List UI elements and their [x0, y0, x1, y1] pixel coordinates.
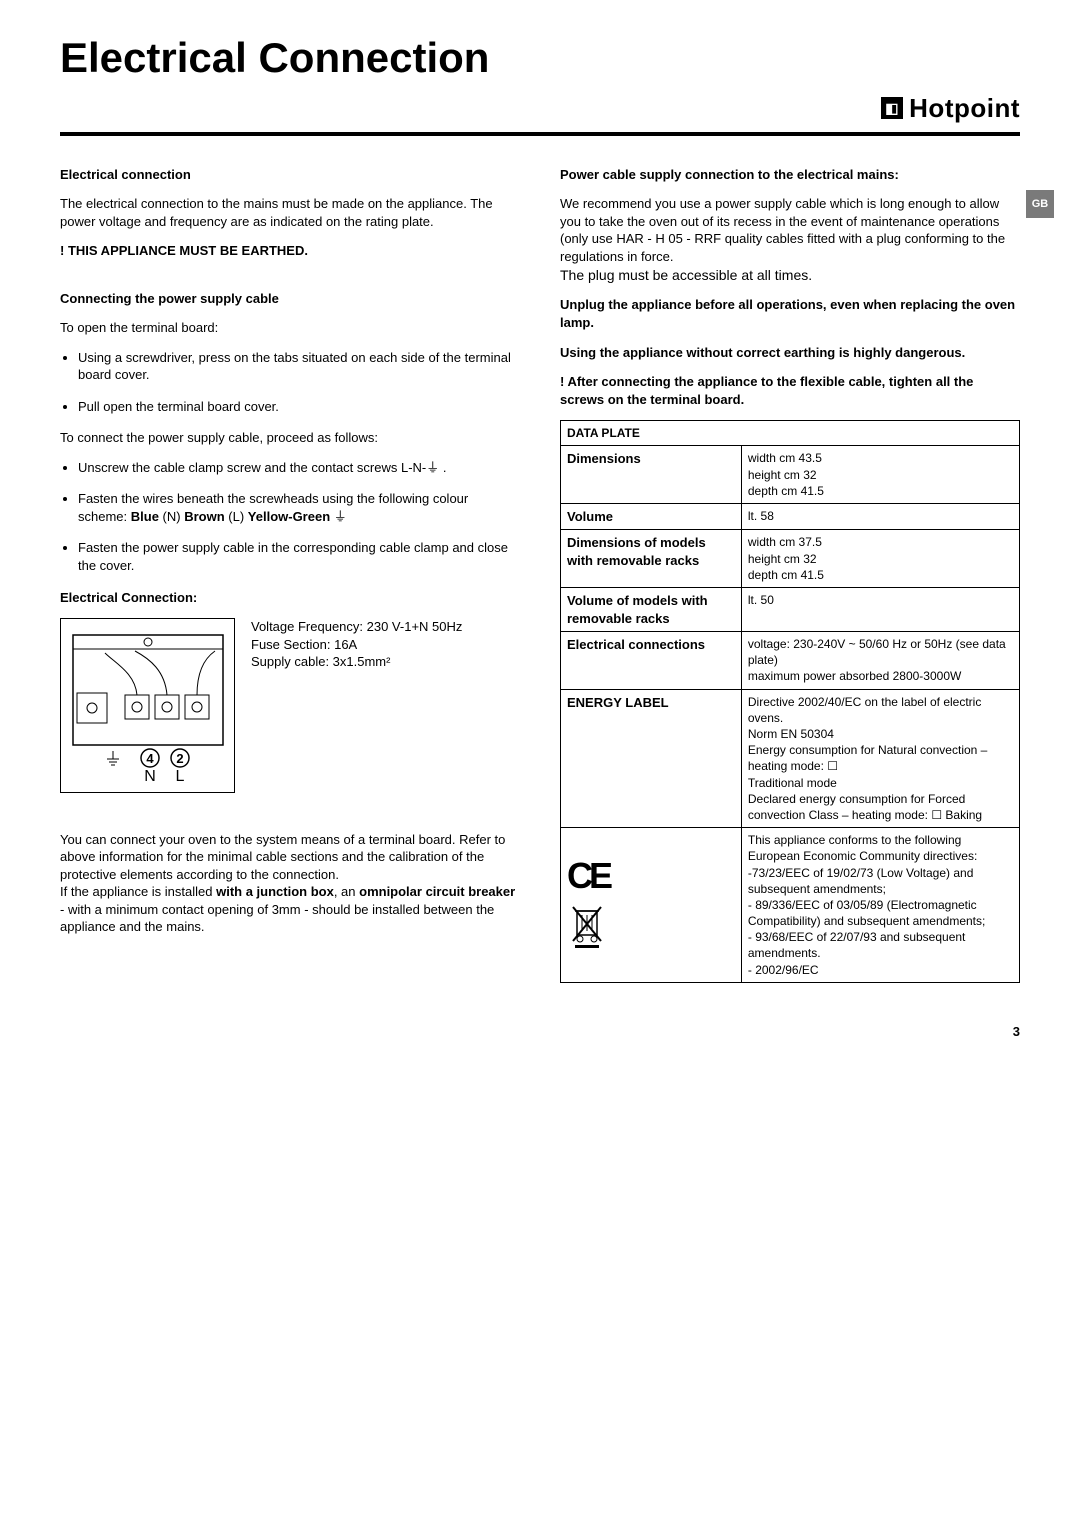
weee-bin-icon — [567, 901, 735, 958]
header-rule — [60, 132, 1020, 136]
bullet-list: Unscrew the cable clamp screw and the co… — [60, 459, 520, 575]
cell-label: ENERGY LABEL — [561, 689, 742, 828]
warning-earthed: ! THIS APPLIANCE MUST BE EARTHED. — [60, 242, 520, 260]
terminal-diagram-svg: 4 2 N L — [65, 623, 230, 788]
language-tab: GB — [1026, 190, 1054, 218]
brand-icon: ◧ — [881, 97, 903, 119]
table-row: Volume of models with removable racks lt… — [561, 588, 1020, 632]
cell-value: lt. 58 — [741, 503, 1019, 530]
section-heading-power-cable: Connecting the power supply cable — [60, 290, 520, 308]
text-bold: Brown — [184, 509, 224, 524]
spec-line: Voltage Frequency: 230 V-1+N 50Hz — [251, 618, 462, 636]
list-item: Using a screwdriver, press on the tabs s… — [78, 349, 520, 384]
diagram-label-l: L — [176, 768, 185, 785]
cell-label: Volume of models with removable racks — [561, 588, 742, 632]
warning-earthing: Using the appliance without correct eart… — [560, 344, 1020, 362]
diagram-label-two: 2 — [176, 751, 183, 766]
earth-icon: ⏚ — [334, 509, 347, 524]
list-item: Unscrew the cable clamp screw and the co… — [78, 459, 520, 477]
paragraph: You can connect your oven to the system … — [60, 813, 520, 936]
text: The plug must be accessible at all times… — [560, 267, 812, 283]
data-plate-table: DATA PLATE Dimensions width cm 43.5 heig… — [560, 420, 1020, 983]
diagram-label-n: N — [144, 768, 156, 785]
table-row: Dimensions of models with removable rack… — [561, 530, 1020, 588]
page-title: Electrical Connection — [60, 30, 1020, 87]
text-bold: Yellow-Green — [248, 509, 334, 524]
text: We recommend you use a power supply cabl… — [560, 196, 1005, 264]
text-bold: Blue — [131, 509, 159, 524]
section-heading-mains: Power cable supply connection to the ele… — [560, 166, 1020, 184]
table-row: Volume lt. 58 — [561, 503, 1020, 530]
diagram-label-four: 4 — [146, 751, 154, 766]
warning-unplug: Unplug the appliance before all operatio… — [560, 296, 1020, 331]
text: (L) — [225, 509, 248, 524]
paragraph: We recommend you use a power supply cabl… — [560, 195, 1020, 284]
cell-value: width cm 43.5 height cm 32 depth cm 41.5 — [741, 446, 1019, 504]
ce-mark-icon: CE — [567, 852, 735, 901]
cell-value: This appliance conforms to the following… — [741, 828, 1019, 983]
left-column: Electrical connection The electrical con… — [60, 166, 520, 983]
text: Unscrew the cable clamp screw and the co… — [78, 460, 426, 475]
bullet-list: Using a screwdriver, press on the tabs s… — [60, 349, 520, 416]
table-header: DATA PLATE — [561, 421, 1020, 446]
table-row: ENERGY LABEL Directive 2002/40/EC on the… — [561, 689, 1020, 828]
section-heading-electrical-connection-2: Electrical Connection: — [60, 589, 520, 607]
brand-logo: ◧ Hotpoint — [881, 91, 1020, 126]
paragraph: To open the terminal board: — [60, 319, 520, 337]
brand-row: ◧ Hotpoint — [60, 91, 1020, 126]
cell-value: width cm 37.5 height cm 32 depth cm 41.5 — [741, 530, 1019, 588]
cell-value: Directive 2002/40/EC on the label of ele… — [741, 689, 1019, 828]
text-bold: with a junction box — [216, 884, 334, 899]
cell-label: Volume — [561, 503, 742, 530]
table-header-row: DATA PLATE — [561, 421, 1020, 446]
text: . — [439, 460, 446, 475]
cell-label: Electrical connections — [561, 632, 742, 690]
page-number: 3 — [60, 1023, 1020, 1041]
cell-value: lt. 50 — [741, 588, 1019, 632]
list-item: Fasten the power supply cable in the cor… — [78, 539, 520, 574]
right-column: Power cable supply connection to the ele… — [560, 166, 1020, 983]
spec-line: Supply cable: 3x1.5mm² — [251, 653, 462, 671]
spec-line: Fuse Section: 16A — [251, 636, 462, 654]
terminal-diagram: 4 2 N L — [60, 618, 235, 793]
cell-label: Dimensions — [561, 446, 742, 504]
text: , an — [334, 884, 359, 899]
text: - with a minimum contact opening of 3mm … — [60, 902, 494, 935]
warning-tighten: ! After connecting the appliance to the … — [560, 373, 1020, 408]
brand-text: Hotpoint — [909, 91, 1020, 126]
table-row: CE — [561, 828, 1020, 983]
table-row: Dimensions width cm 43.5 height cm 32 de… — [561, 446, 1020, 504]
table-row: Electrical connections voltage: 230-240V… — [561, 632, 1020, 690]
spec-text: Voltage Frequency: 230 V-1+N 50Hz Fuse S… — [251, 618, 462, 671]
text-bold: omnipolar circuit breaker — [359, 884, 515, 899]
text: (N) — [159, 509, 184, 524]
paragraph: The electrical connection to the mains m… — [60, 195, 520, 230]
cell-value: voltage: 230-240V ~ 50/60 Hz or 50Hz (se… — [741, 632, 1019, 690]
section-heading-electrical-connection: Electrical connection — [60, 166, 520, 184]
list-item: Fasten the wires beneath the screwheads … — [78, 490, 520, 525]
cell-label: Dimensions of models with removable rack… — [561, 530, 742, 588]
paragraph: To connect the power supply cable, proce… — [60, 429, 520, 447]
list-item: Pull open the terminal board cover. — [78, 398, 520, 416]
cell-ce-icons: CE — [561, 828, 742, 983]
earth-icon: ⏚ — [426, 460, 439, 475]
